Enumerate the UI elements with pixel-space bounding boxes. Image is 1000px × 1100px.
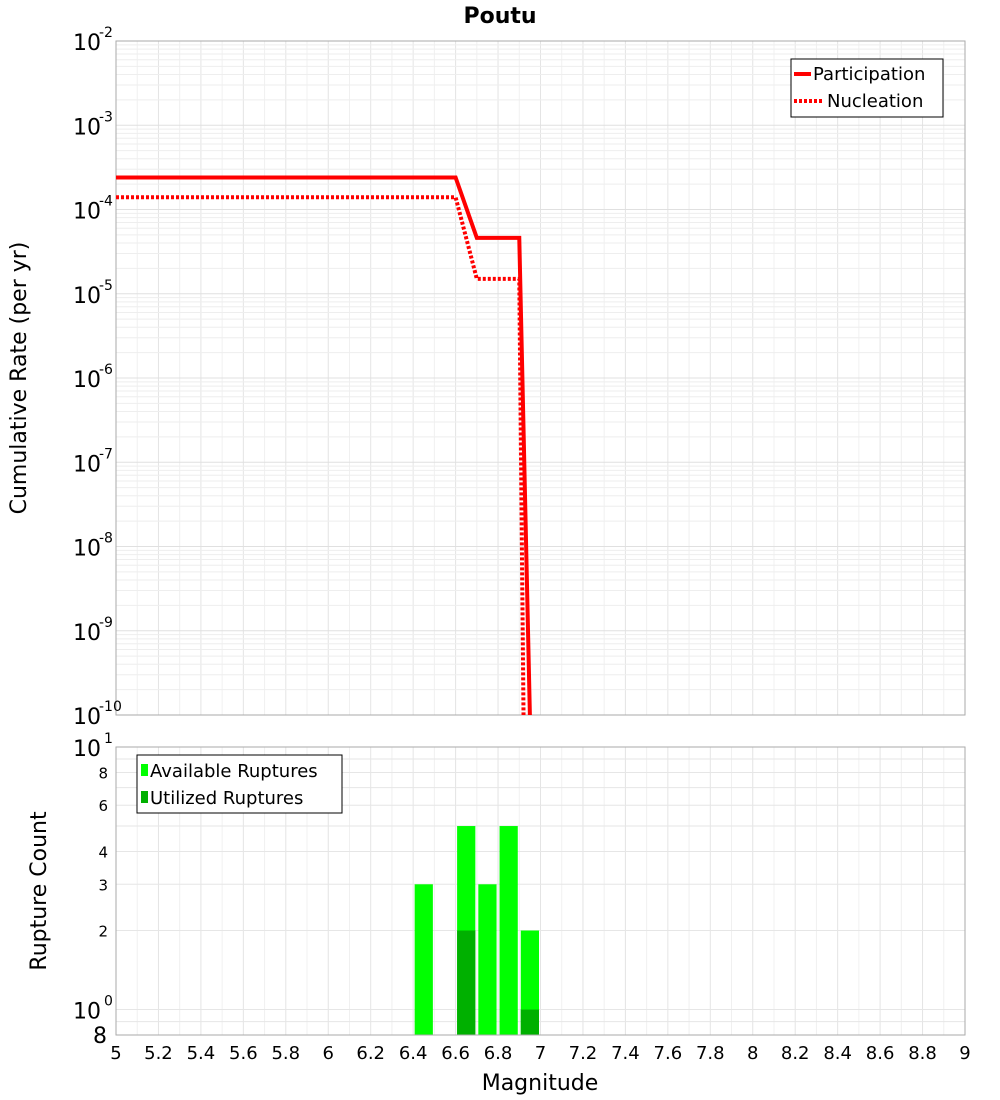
bottom-legend-box bbox=[136, 754, 343, 814]
y-tick-label: 10-7 bbox=[73, 446, 113, 477]
y-tick-label: 10-2 bbox=[73, 25, 113, 56]
x-tick-label: 7.4 bbox=[611, 1043, 640, 1064]
y-tick-base: 10 bbox=[73, 705, 101, 730]
bar-available bbox=[414, 884, 433, 1035]
y-tick-label: 6 bbox=[98, 797, 108, 815]
x-tick-label: 9 bbox=[959, 1043, 970, 1064]
legend-label-utilized: Utilized Ruptures bbox=[150, 788, 303, 809]
y-tick-base: 10 bbox=[73, 115, 101, 140]
y-tick-exp: 0 bbox=[104, 994, 113, 1010]
top-y-axis-label: Cumulative Rate (per yr) bbox=[7, 242, 32, 515]
x-tick-label: 6.6 bbox=[441, 1043, 470, 1064]
x-tick-label: 7.8 bbox=[696, 1043, 725, 1064]
x-tick-label: 8.6 bbox=[866, 1043, 895, 1064]
y-tick-exp: -7 bbox=[99, 446, 113, 462]
bottom-legend: Available Ruptures Utilized Ruptures bbox=[136, 754, 343, 814]
chart-title: Poutu bbox=[463, 4, 536, 29]
x-tick-label: 7.2 bbox=[569, 1043, 598, 1064]
x-tick-label: 6.4 bbox=[399, 1043, 428, 1064]
legend-swatch-available bbox=[141, 764, 148, 776]
y-tick-base: 10 bbox=[73, 621, 101, 646]
y-tick-exp: -2 bbox=[99, 25, 113, 41]
legend-label-nucleation: Nucleation bbox=[827, 91, 923, 112]
x-tick-label: 6.8 bbox=[484, 1043, 513, 1064]
y-tick-base: 10 bbox=[73, 200, 101, 225]
y-tick-base: 10 bbox=[73, 537, 101, 562]
y-tick-label: 3 bbox=[98, 876, 108, 894]
y-tick-label: 8 bbox=[98, 764, 108, 782]
top-legend-box bbox=[790, 58, 944, 118]
x-tick-label: 5.8 bbox=[271, 1043, 300, 1064]
bar-available bbox=[520, 930, 539, 1035]
x-tick-label: 8.2 bbox=[781, 1043, 810, 1064]
bottom-plot-area bbox=[115, 746, 966, 1036]
y-tick-exp: -9 bbox=[99, 615, 113, 631]
series-line-participation bbox=[116, 175, 532, 716]
y-tick-text: 8 bbox=[93, 1024, 107, 1049]
y-tick-exp: 1 bbox=[104, 731, 113, 747]
x-tick-label: 5.2 bbox=[144, 1043, 173, 1064]
y-tick-label: 10 1 bbox=[73, 731, 113, 762]
y-tick-label: 10-8 bbox=[73, 531, 113, 562]
x-tick-label: 7 bbox=[535, 1043, 546, 1064]
y-tick-exp: -6 bbox=[99, 362, 113, 378]
series-line-nucleation bbox=[116, 195, 526, 716]
y-tick-label: 10-5 bbox=[73, 278, 113, 309]
top-y-axis-ticks: 10-210-310-410-510-610-710-810-910-10 bbox=[73, 25, 122, 730]
y-tick-label: 2 bbox=[98, 923, 108, 941]
bottom-y-axis-label: Rupture Count bbox=[27, 811, 52, 971]
top-plot-area bbox=[115, 40, 966, 716]
x-tick-label: 6.2 bbox=[356, 1043, 385, 1064]
y-tick-base: 10 bbox=[73, 1000, 101, 1025]
y-tick-label: 10 0 bbox=[73, 994, 113, 1025]
y-tick-text: 2 bbox=[98, 923, 108, 941]
bar-available bbox=[478, 884, 497, 1035]
y-tick-text: 4 bbox=[98, 843, 108, 861]
x-tick-label: 5.4 bbox=[187, 1043, 216, 1064]
y-tick-label: 8 bbox=[93, 1024, 107, 1049]
x-tick-label: 6 bbox=[323, 1043, 334, 1064]
y-tick-label: 10-3 bbox=[73, 109, 113, 140]
y-tick-label: 10-9 bbox=[73, 615, 113, 646]
y-tick-exp: -5 bbox=[99, 278, 113, 294]
x-axis-label: Magnitude bbox=[482, 1071, 599, 1096]
bottom-plot-bars bbox=[414, 826, 539, 1035]
y-tick-base: 10 bbox=[73, 31, 101, 56]
x-tick-label: 8 bbox=[747, 1043, 758, 1064]
y-tick-exp: -8 bbox=[99, 531, 113, 547]
y-tick-base: 10 bbox=[73, 452, 101, 477]
legend-swatch-utilized bbox=[141, 791, 148, 803]
top-plot-series bbox=[116, 175, 532, 716]
x-tick-label: 8.4 bbox=[823, 1043, 852, 1064]
bar-utilized bbox=[520, 1009, 539, 1035]
legend-label-available: Available Ruptures bbox=[150, 761, 318, 782]
x-tick-label: 8.8 bbox=[908, 1043, 937, 1064]
y-tick-text: 3 bbox=[98, 876, 108, 894]
y-tick-base: 10 bbox=[73, 737, 101, 762]
top-plot-grid bbox=[115, 41, 966, 716]
y-tick-label: 4 bbox=[98, 843, 108, 861]
y-tick-text: 8 bbox=[98, 764, 108, 782]
x-tick-label: 5 bbox=[110, 1043, 121, 1064]
bar-available bbox=[499, 826, 518, 1035]
y-tick-exp: -4 bbox=[99, 194, 113, 210]
y-tick-label: 10-6 bbox=[73, 362, 113, 393]
y-tick-exp: -10 bbox=[99, 699, 122, 715]
x-axis-ticks: 5 5.2 5.4 5.6 5.8 6 6.2 6.4 6.6 6.8 7 7.2 7.4 7.6 7.8 8… bbox=[110, 1043, 970, 1064]
y-tick-label: 10-4 bbox=[73, 194, 113, 225]
y-tick-base: 10 bbox=[73, 368, 101, 393]
y-tick-label: 10-10 bbox=[73, 699, 122, 730]
x-tick-label: 7.6 bbox=[654, 1043, 683, 1064]
bar-utilized bbox=[457, 930, 476, 1035]
y-tick-exp: -3 bbox=[99, 109, 113, 125]
y-tick-base: 10 bbox=[73, 284, 101, 309]
x-tick-label: 5.6 bbox=[229, 1043, 258, 1064]
y-tick-text: 6 bbox=[98, 797, 108, 815]
top-legend: Participation Nucleation bbox=[790, 58, 944, 118]
legend-label-participation: Participation bbox=[813, 64, 925, 85]
